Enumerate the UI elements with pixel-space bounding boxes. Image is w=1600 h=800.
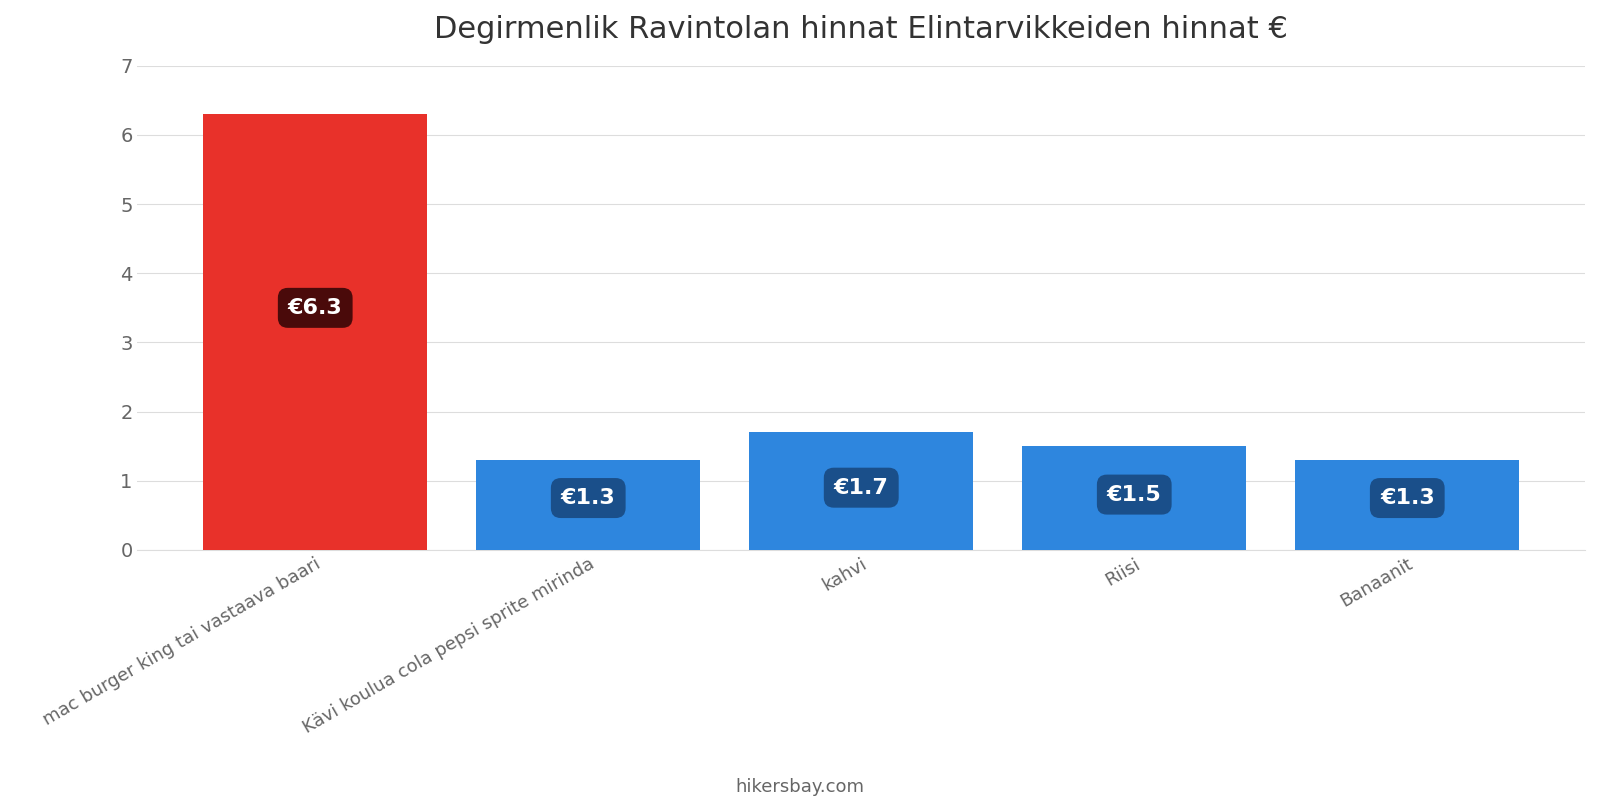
Text: €1.5: €1.5: [1107, 485, 1162, 505]
Bar: [1022, 446, 1246, 550]
Text: €1.7: €1.7: [834, 478, 888, 498]
Bar: [203, 114, 427, 550]
Title: Degirmenlik Ravintolan hinnat Elintarvikkeiden hinnat €: Degirmenlik Ravintolan hinnat Elintarvik…: [434, 15, 1288, 44]
Text: €1.3: €1.3: [562, 488, 616, 508]
Text: €1.3: €1.3: [1379, 488, 1435, 508]
Bar: [1296, 460, 1520, 550]
Text: hikersbay.com: hikersbay.com: [736, 778, 864, 796]
Text: €6.3: €6.3: [288, 298, 342, 318]
Bar: [749, 432, 973, 550]
Bar: [477, 460, 701, 550]
